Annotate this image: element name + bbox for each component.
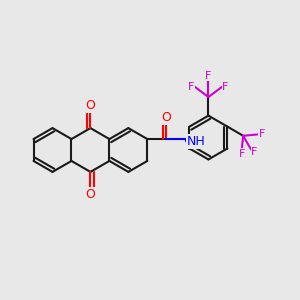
Text: F: F (238, 149, 245, 159)
Text: O: O (85, 188, 95, 201)
Text: NH: NH (187, 135, 206, 148)
Text: F: F (205, 70, 212, 81)
Text: F: F (222, 82, 229, 92)
Text: F: F (188, 82, 195, 92)
Text: O: O (85, 99, 95, 112)
Text: F: F (259, 129, 266, 139)
Text: O: O (161, 111, 171, 124)
Text: F: F (251, 147, 257, 157)
